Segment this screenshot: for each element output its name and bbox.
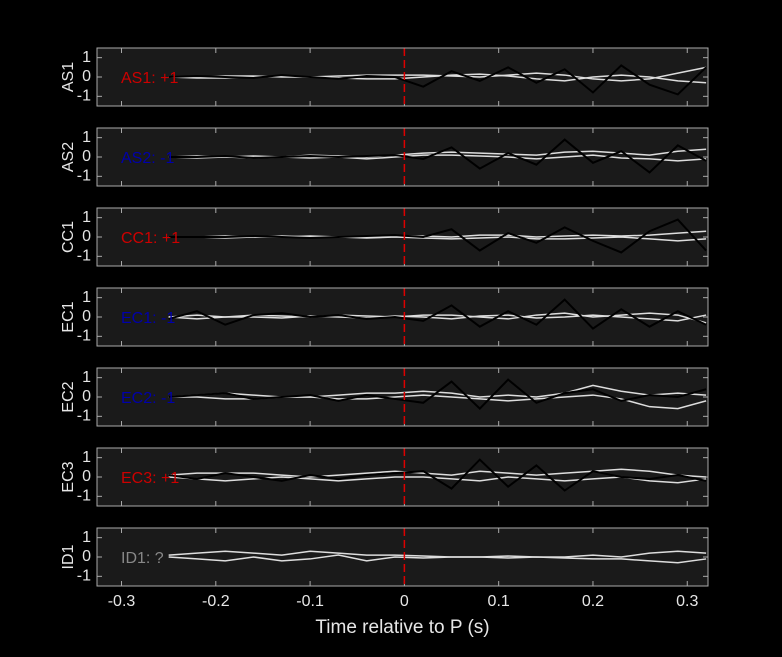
x-tick-label: 0.1 [488,593,510,610]
x-tick-label: -0.1 [296,593,324,610]
trace [168,468,707,478]
y-tick-label: 1 [82,49,91,66]
panel-frame [96,127,709,187]
y-tick-label: -1 [77,488,91,505]
y-tick-label: 0 [82,388,91,405]
y-tick-label: 0 [82,68,91,85]
y-tick-label: -1 [77,328,91,345]
x-tick-label: 0 [400,593,409,610]
annotation: AS2: -1 [121,150,174,167]
panel-frame [96,367,709,427]
y-tick-label: -1 [77,248,91,265]
trace [168,458,707,492]
x-axis-label: Time relative to P (s) [315,617,489,638]
y-axis-label: EC1 [60,301,77,332]
y-tick-label: 1 [82,129,91,146]
trace [168,550,707,558]
panel-frame [96,287,709,347]
y-tick-label: 0 [82,548,91,565]
y-tick-label: 1 [82,449,91,466]
y-tick-label: -1 [77,568,91,585]
trace [168,298,707,330]
y-tick-label: -1 [77,88,91,105]
y-axis-label: AS1 [60,62,77,92]
panel-frame [96,47,709,107]
x-tick-label: -0.3 [108,593,136,610]
y-tick-label: 1 [82,529,91,546]
trace [168,554,707,564]
y-tick-label: 0 [82,148,91,165]
annotation: EC2: -1 [121,390,175,407]
y-tick-label: 1 [82,369,91,386]
y-axis-label: AS2 [60,142,77,172]
panel-frame [96,527,709,587]
y-axis-label: EC2 [60,381,77,412]
x-tick-label: 0.3 [676,593,698,610]
y-axis-label: EC3 [60,461,77,492]
y-axis-label: CC1 [60,221,77,253]
trace [168,64,707,96]
annotation: EC1: -1 [121,310,175,327]
panel-frame [96,447,709,507]
panel-frame [96,207,709,267]
trace [168,138,707,174]
y-tick-label: -1 [77,408,91,425]
trace [168,314,707,322]
trace [168,218,707,254]
y-tick-label: 1 [82,289,91,306]
y-tick-label: -1 [77,168,91,185]
y-tick-label: 1 [82,209,91,226]
y-tick-label: 0 [82,308,91,325]
x-tick-label: 0.2 [582,593,604,610]
annotation: AS1: +1 [121,70,178,87]
y-tick-label: 0 [82,468,91,485]
trace [168,378,707,411]
annotation: EC3: +1 [121,470,179,487]
annotation: CC1: +1 [121,230,180,247]
trace [168,154,707,162]
x-tick-label: -0.2 [202,593,230,610]
y-tick-label: 0 [82,228,91,245]
y-axis-label: ID1 [60,544,77,569]
annotation: ID1: ? [121,550,164,567]
